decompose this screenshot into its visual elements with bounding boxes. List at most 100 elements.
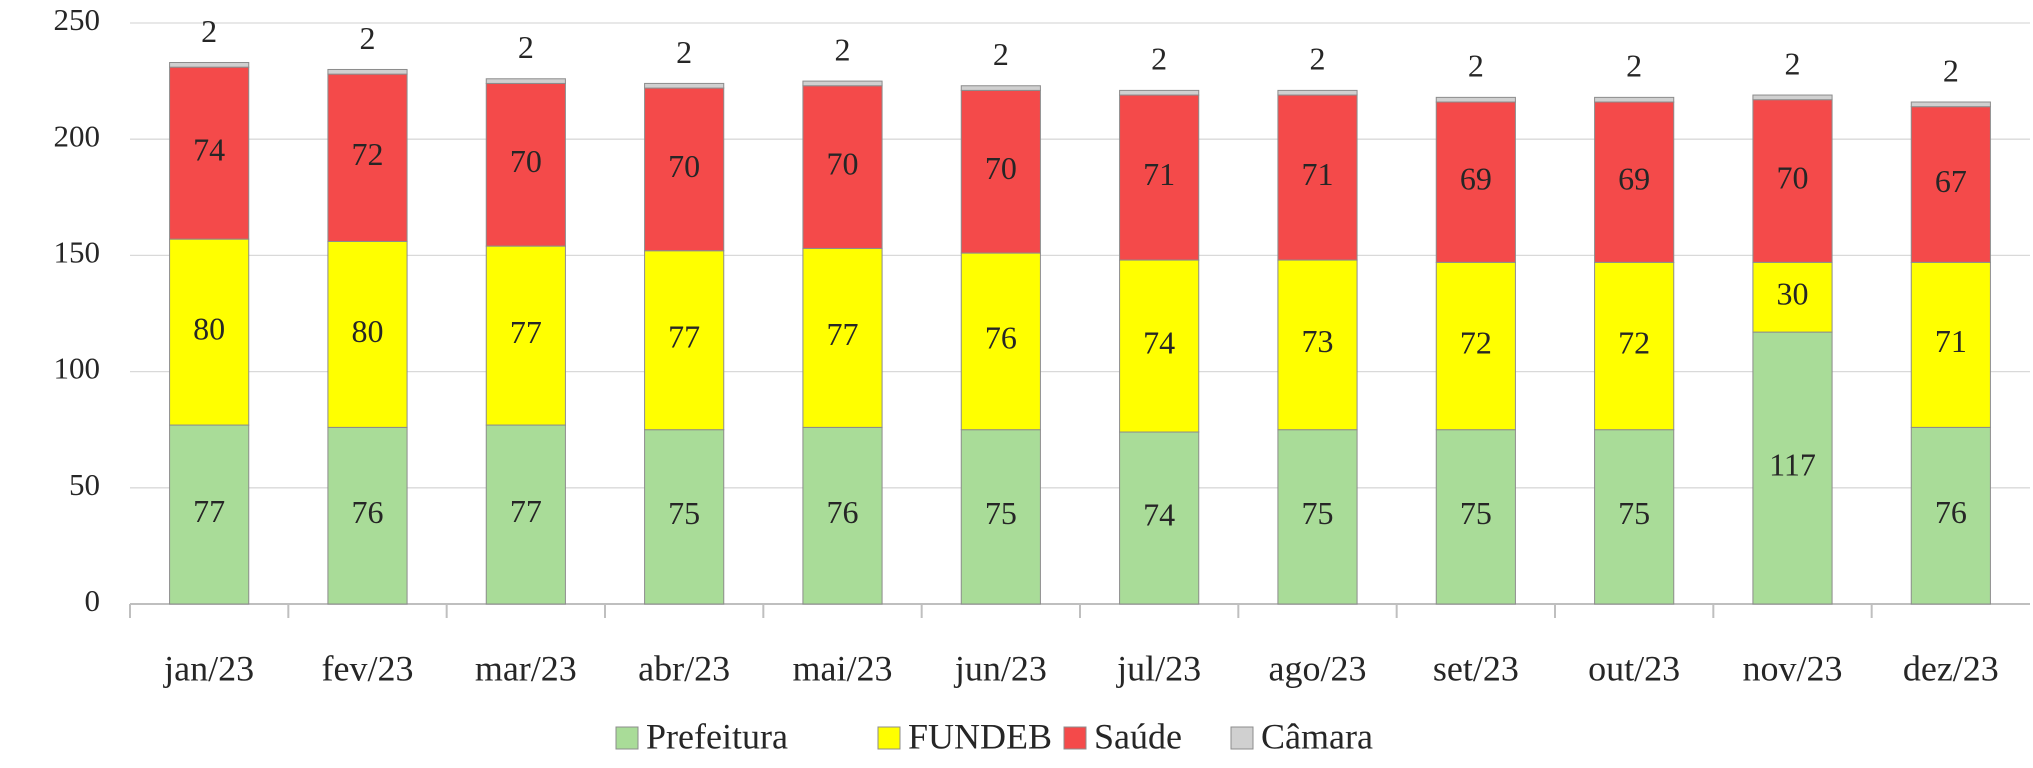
data-label: 77 xyxy=(827,316,859,352)
bar-segment xyxy=(485,245,566,426)
data-label: 75 xyxy=(985,495,1017,531)
bar-segment xyxy=(644,250,725,431)
data-label: 71 xyxy=(1935,323,1967,359)
bar-segment xyxy=(1752,261,1833,333)
data-label: 2 xyxy=(676,34,692,70)
bar-segment xyxy=(485,78,566,84)
y-tick-label: 50 xyxy=(69,467,100,502)
legend-label: FUNDEB xyxy=(908,716,1052,756)
bar-segment xyxy=(1594,96,1675,103)
bar-segment xyxy=(1910,101,1991,108)
x-tick-label: jun/23 xyxy=(953,648,1047,688)
bar-segment xyxy=(1752,94,1833,101)
data-label: 76 xyxy=(827,494,859,530)
y-tick-label: 150 xyxy=(54,235,101,270)
data-label: 69 xyxy=(1618,161,1650,197)
data-label: 76 xyxy=(1935,494,1967,530)
data-label: 2 xyxy=(201,13,217,49)
bar-segment xyxy=(1594,429,1675,605)
y-tick-label: 200 xyxy=(54,118,101,153)
bar-segment xyxy=(1910,106,1991,263)
data-label: 76 xyxy=(352,494,384,530)
data-label: 2 xyxy=(1626,48,1642,84)
legend-label: Prefeitura xyxy=(646,716,788,756)
bar-segment xyxy=(1752,331,1833,605)
x-tick-label: set/23 xyxy=(1433,648,1519,688)
x-tick-label: abr/23 xyxy=(638,648,730,688)
bar-segment xyxy=(1277,89,1358,96)
data-label: 2 xyxy=(1310,41,1326,77)
data-label: 71 xyxy=(1143,156,1175,192)
bar-segment xyxy=(802,426,883,605)
data-label: 72 xyxy=(1618,324,1650,360)
data-label: 30 xyxy=(1777,276,1809,312)
data-label: 77 xyxy=(510,493,542,529)
data-label: 2 xyxy=(1468,48,1484,84)
y-tick-label: 0 xyxy=(85,583,101,618)
data-label: 77 xyxy=(510,314,542,350)
y-tick-label: 250 xyxy=(54,2,101,37)
data-label: 2 xyxy=(360,20,376,56)
x-tick-label: fev/23 xyxy=(322,648,414,688)
bar-segment xyxy=(169,62,250,68)
x-tick-label: jan/23 xyxy=(162,648,254,688)
data-label: 75 xyxy=(668,495,700,531)
data-label: 2 xyxy=(1785,45,1801,81)
bar-segment xyxy=(1594,101,1675,263)
data-label: 80 xyxy=(352,313,384,349)
data-label: 75 xyxy=(1302,495,1334,531)
bar-segment xyxy=(1119,89,1200,96)
legend-swatch xyxy=(1230,726,1254,750)
bar-segment xyxy=(1119,94,1200,261)
bar-segment xyxy=(327,73,408,242)
x-tick-label: nov/23 xyxy=(1742,648,1842,688)
legend-swatch xyxy=(615,726,639,750)
bar-segment xyxy=(327,68,408,75)
data-label: 70 xyxy=(827,145,859,181)
bar-segment xyxy=(327,240,408,428)
bar-segment xyxy=(1119,259,1200,433)
data-label: 80 xyxy=(193,310,225,346)
data-label: 117 xyxy=(1769,446,1816,482)
legend-swatch xyxy=(1063,726,1087,750)
data-label: 2 xyxy=(1943,52,1959,88)
data-label: 77 xyxy=(668,319,700,355)
bar-segment xyxy=(327,426,408,605)
data-label: 70 xyxy=(985,150,1017,186)
legend-swatch xyxy=(877,726,901,750)
bar-segment xyxy=(1277,259,1358,431)
y-tick-label: 100 xyxy=(54,351,101,386)
data-label: 76 xyxy=(985,320,1017,356)
data-label: 72 xyxy=(352,136,384,172)
bar-segment xyxy=(960,89,1041,254)
data-label: 75 xyxy=(1618,495,1650,531)
data-label: 70 xyxy=(1777,159,1809,195)
data-label: 77 xyxy=(193,493,225,529)
data-label: 70 xyxy=(668,148,700,184)
bar-segment xyxy=(1277,429,1358,605)
data-label: 2 xyxy=(835,31,851,67)
data-label: 2 xyxy=(993,36,1009,72)
bar-segment xyxy=(802,85,883,249)
bar-segment xyxy=(1435,101,1516,263)
bar-segment xyxy=(1435,429,1516,605)
data-label: 75 xyxy=(1460,495,1492,531)
data-label: 2 xyxy=(1151,41,1167,77)
bar-segment xyxy=(960,85,1041,91)
data-label: 74 xyxy=(1143,496,1175,532)
bar-segment xyxy=(485,424,566,605)
x-tick-label: mar/23 xyxy=(475,648,577,688)
x-tick-label: dez/23 xyxy=(1903,648,1999,688)
x-tick-label: mai/23 xyxy=(793,648,893,688)
legend-label: Câmara xyxy=(1261,716,1373,756)
bar-segment xyxy=(1594,261,1675,431)
data-label: 67 xyxy=(1935,163,1967,199)
bar-segment xyxy=(1435,261,1516,431)
x-tick-label: ago/23 xyxy=(1269,648,1367,688)
bar-segment xyxy=(802,247,883,428)
bar-segment xyxy=(1277,94,1358,261)
bar-segment xyxy=(960,252,1041,431)
bar-segment xyxy=(1910,426,1991,605)
bar-segment xyxy=(802,80,883,87)
